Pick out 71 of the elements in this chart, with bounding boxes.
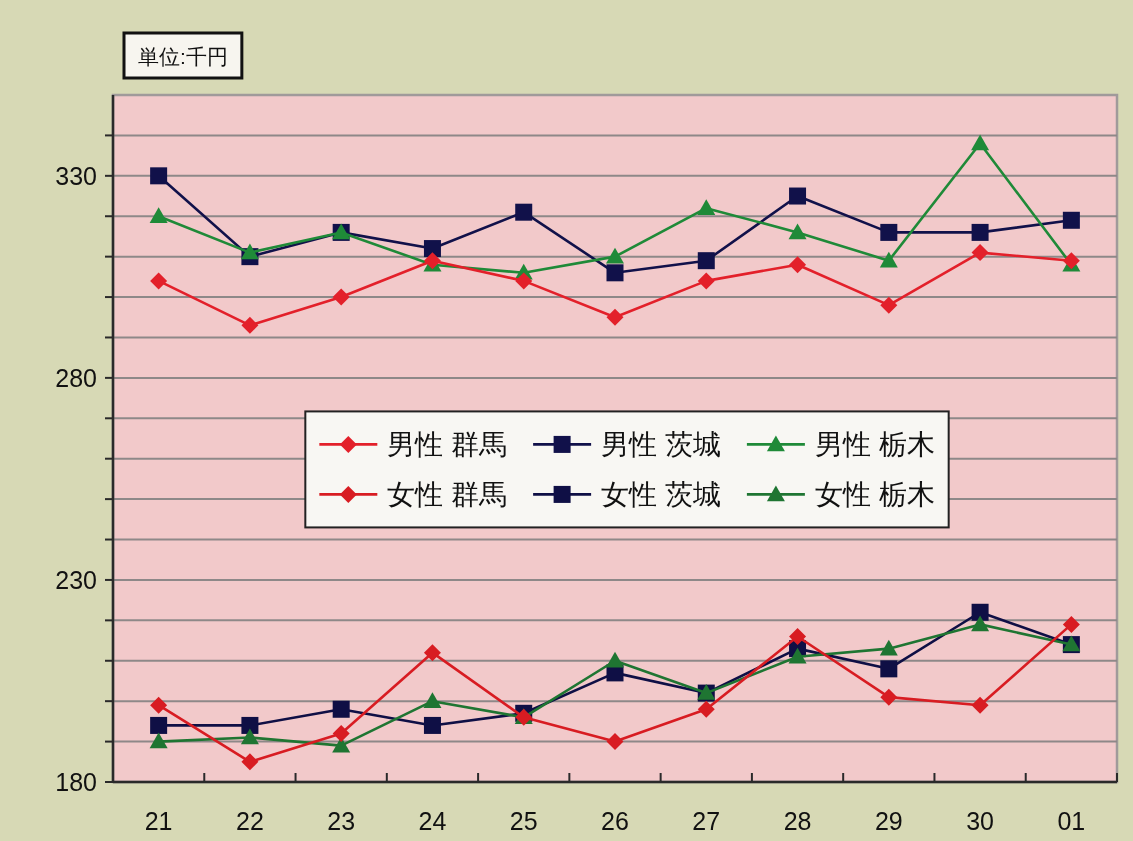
- point: [606, 247, 624, 264]
- point: [880, 296, 898, 314]
- x-tick-label: 26: [601, 807, 629, 835]
- point: [150, 696, 168, 714]
- point: [241, 716, 259, 734]
- x-tick-label: 27: [692, 807, 721, 835]
- point: [332, 288, 350, 306]
- x-tick-label: 28: [783, 807, 812, 835]
- point: [149, 732, 168, 749]
- legend-label: 男性 群馬: [387, 429, 508, 461]
- point: [149, 207, 168, 223]
- x-tick-label: 24: [418, 807, 447, 835]
- point: [606, 308, 624, 326]
- ylabel: 単位:千円: [122, 31, 244, 80]
- point: [241, 316, 259, 334]
- x-tick-label: 25: [509, 807, 538, 835]
- x-tick-label: 29: [874, 807, 903, 835]
- x-tick-label: 30: [966, 807, 994, 835]
- y-tick-label: 330: [55, 161, 97, 190]
- point: [879, 251, 898, 268]
- point: [1062, 615, 1080, 633]
- point: [150, 272, 168, 290]
- point: [971, 223, 989, 241]
- legend-label: 女性 栃木: [814, 479, 935, 511]
- x-tick-label: 23: [327, 807, 356, 835]
- point: [515, 272, 533, 290]
- point: [789, 628, 807, 646]
- y-axis-title: 単位:千円: [138, 45, 228, 68]
- legend-label: 男性 栃木: [814, 429, 935, 461]
- point: [697, 199, 716, 215]
- point: [971, 134, 990, 151]
- point: [423, 692, 442, 708]
- y-tick-label: 230: [55, 565, 97, 594]
- x-tick-label: 21: [144, 807, 173, 835]
- legend-label: 女性 茨城: [601, 479, 721, 511]
- point: [241, 753, 259, 771]
- point: [697, 252, 715, 270]
- y-tick-label: 280: [55, 363, 97, 392]
- point: [697, 700, 715, 718]
- point: [789, 256, 807, 274]
- point: [515, 203, 533, 221]
- point: [332, 725, 350, 743]
- point: [788, 223, 807, 240]
- point: [240, 243, 259, 260]
- point: [1062, 211, 1080, 229]
- point: [971, 696, 989, 714]
- point: [789, 187, 807, 205]
- point: [606, 264, 624, 282]
- point: [423, 716, 441, 734]
- point: [423, 240, 441, 258]
- point: [880, 660, 898, 678]
- x-tick-label: 22: [236, 807, 264, 835]
- point: [879, 639, 898, 656]
- point: [971, 603, 989, 621]
- point: [150, 167, 168, 185]
- point: [606, 733, 624, 751]
- point: [880, 223, 898, 241]
- legend-label: 男性 茨城: [601, 429, 721, 461]
- point: [606, 651, 624, 668]
- legend-label: 女性 群馬: [387, 479, 508, 511]
- y-tick-label: 180: [55, 768, 97, 796]
- point: [971, 244, 989, 262]
- x-tick-label: 01: [1057, 807, 1086, 835]
- point: [697, 272, 715, 290]
- point: [240, 728, 259, 745]
- point: [971, 615, 990, 632]
- point: [423, 644, 441, 662]
- point: [788, 647, 807, 664]
- point: [880, 688, 898, 706]
- point: [332, 700, 350, 718]
- point: [150, 716, 168, 734]
